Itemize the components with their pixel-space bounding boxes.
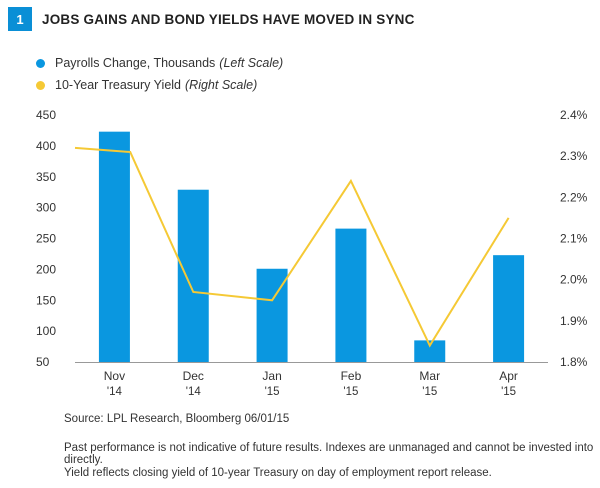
- disclaimer-note: Past performance is not indicative of fu…: [64, 442, 594, 466]
- left-axis-tick-label: 150: [36, 293, 56, 307]
- left-axis-tick-label: 100: [36, 324, 56, 338]
- right-axis-tick-label: 1.8%: [560, 355, 588, 369]
- payrolls-legend-marker: [36, 58, 45, 68]
- x-axis-year-label: '15: [343, 386, 358, 398]
- left-axis-tick-label: 50: [36, 355, 50, 369]
- x-axis-month-label: Mar: [419, 369, 440, 383]
- left-axis-tick-label: 400: [36, 139, 56, 153]
- right-axis-tick-label: 2.1%: [560, 232, 588, 246]
- x-axis-year-label: '14: [186, 386, 202, 398]
- figure-number-badge: 1: [8, 7, 32, 31]
- payrolls-legend-label: Payrolls Change, Thousands: [55, 56, 216, 70]
- payrolls-bar: [98, 131, 130, 362]
- treasury-yield-line: [74, 146, 510, 348]
- left-axis-tick-label: 250: [36, 232, 56, 246]
- legend: Payrolls Change, Thousands (Left Scale) …: [36, 52, 283, 96]
- yield-note: Yield reflects closing yield of 10-year …: [64, 467, 492, 479]
- x-axis-year-label: '15: [265, 386, 280, 398]
- x-axis-month-label: Feb: [341, 369, 362, 383]
- legend-item-payrolls: Payrolls Change, Thousands (Left Scale): [36, 52, 283, 74]
- left-axis-tick-label: 350: [36, 170, 56, 184]
- right-axis-tick-label: 2.4%: [560, 108, 588, 122]
- chart-plot: 50 100 150 200 250 300 350 400 450 1.8% 1.9% 2.0% 2.…: [36, 108, 588, 398]
- yield-legend-marker: [36, 80, 45, 90]
- x-axis-month-label: Apr: [499, 369, 518, 383]
- yield-legend-note: (Right Scale): [185, 78, 258, 92]
- payrolls-bar: [493, 255, 525, 362]
- payrolls-bar: [335, 228, 367, 362]
- legend-item-yield: 10-Year Treasury Yield (Right Scale): [36, 74, 283, 96]
- right-axis-tick-label: 1.9%: [560, 314, 588, 328]
- right-axis-tick-label: 2.0%: [560, 273, 588, 287]
- left-axis-tick-label: 200: [36, 262, 56, 276]
- chart-title: JOBS GAINS AND BOND YIELDS HAVE MOVED IN…: [42, 11, 415, 27]
- x-axis-month-label: Dec: [183, 369, 204, 383]
- x-axis-year-label: '14: [107, 386, 123, 398]
- x-axis-year-label: '15: [422, 386, 437, 398]
- right-axis-tick-label: 2.2%: [560, 190, 588, 204]
- left-axis-tick-label: 300: [36, 201, 56, 215]
- x-axis-month-label: Nov: [104, 369, 125, 383]
- chart-header: 1 JOBS GAINS AND BOND YIELDS HAVE MOVED …: [8, 6, 415, 32]
- right-axis-tick-label: 2.3%: [560, 149, 588, 163]
- yield-legend-label: 10-Year Treasury Yield: [55, 78, 182, 92]
- x-axis-month-label: Jan: [262, 369, 281, 383]
- payrolls-legend-note: (Left Scale): [219, 56, 284, 70]
- source-note: Source: LPL Research, Bloomberg 06/01/15: [64, 413, 290, 425]
- payrolls-bar: [177, 189, 209, 362]
- payrolls-bar: [414, 340, 446, 362]
- left-axis-tick-label: 450: [36, 108, 56, 122]
- x-axis-year-label: '15: [501, 386, 516, 398]
